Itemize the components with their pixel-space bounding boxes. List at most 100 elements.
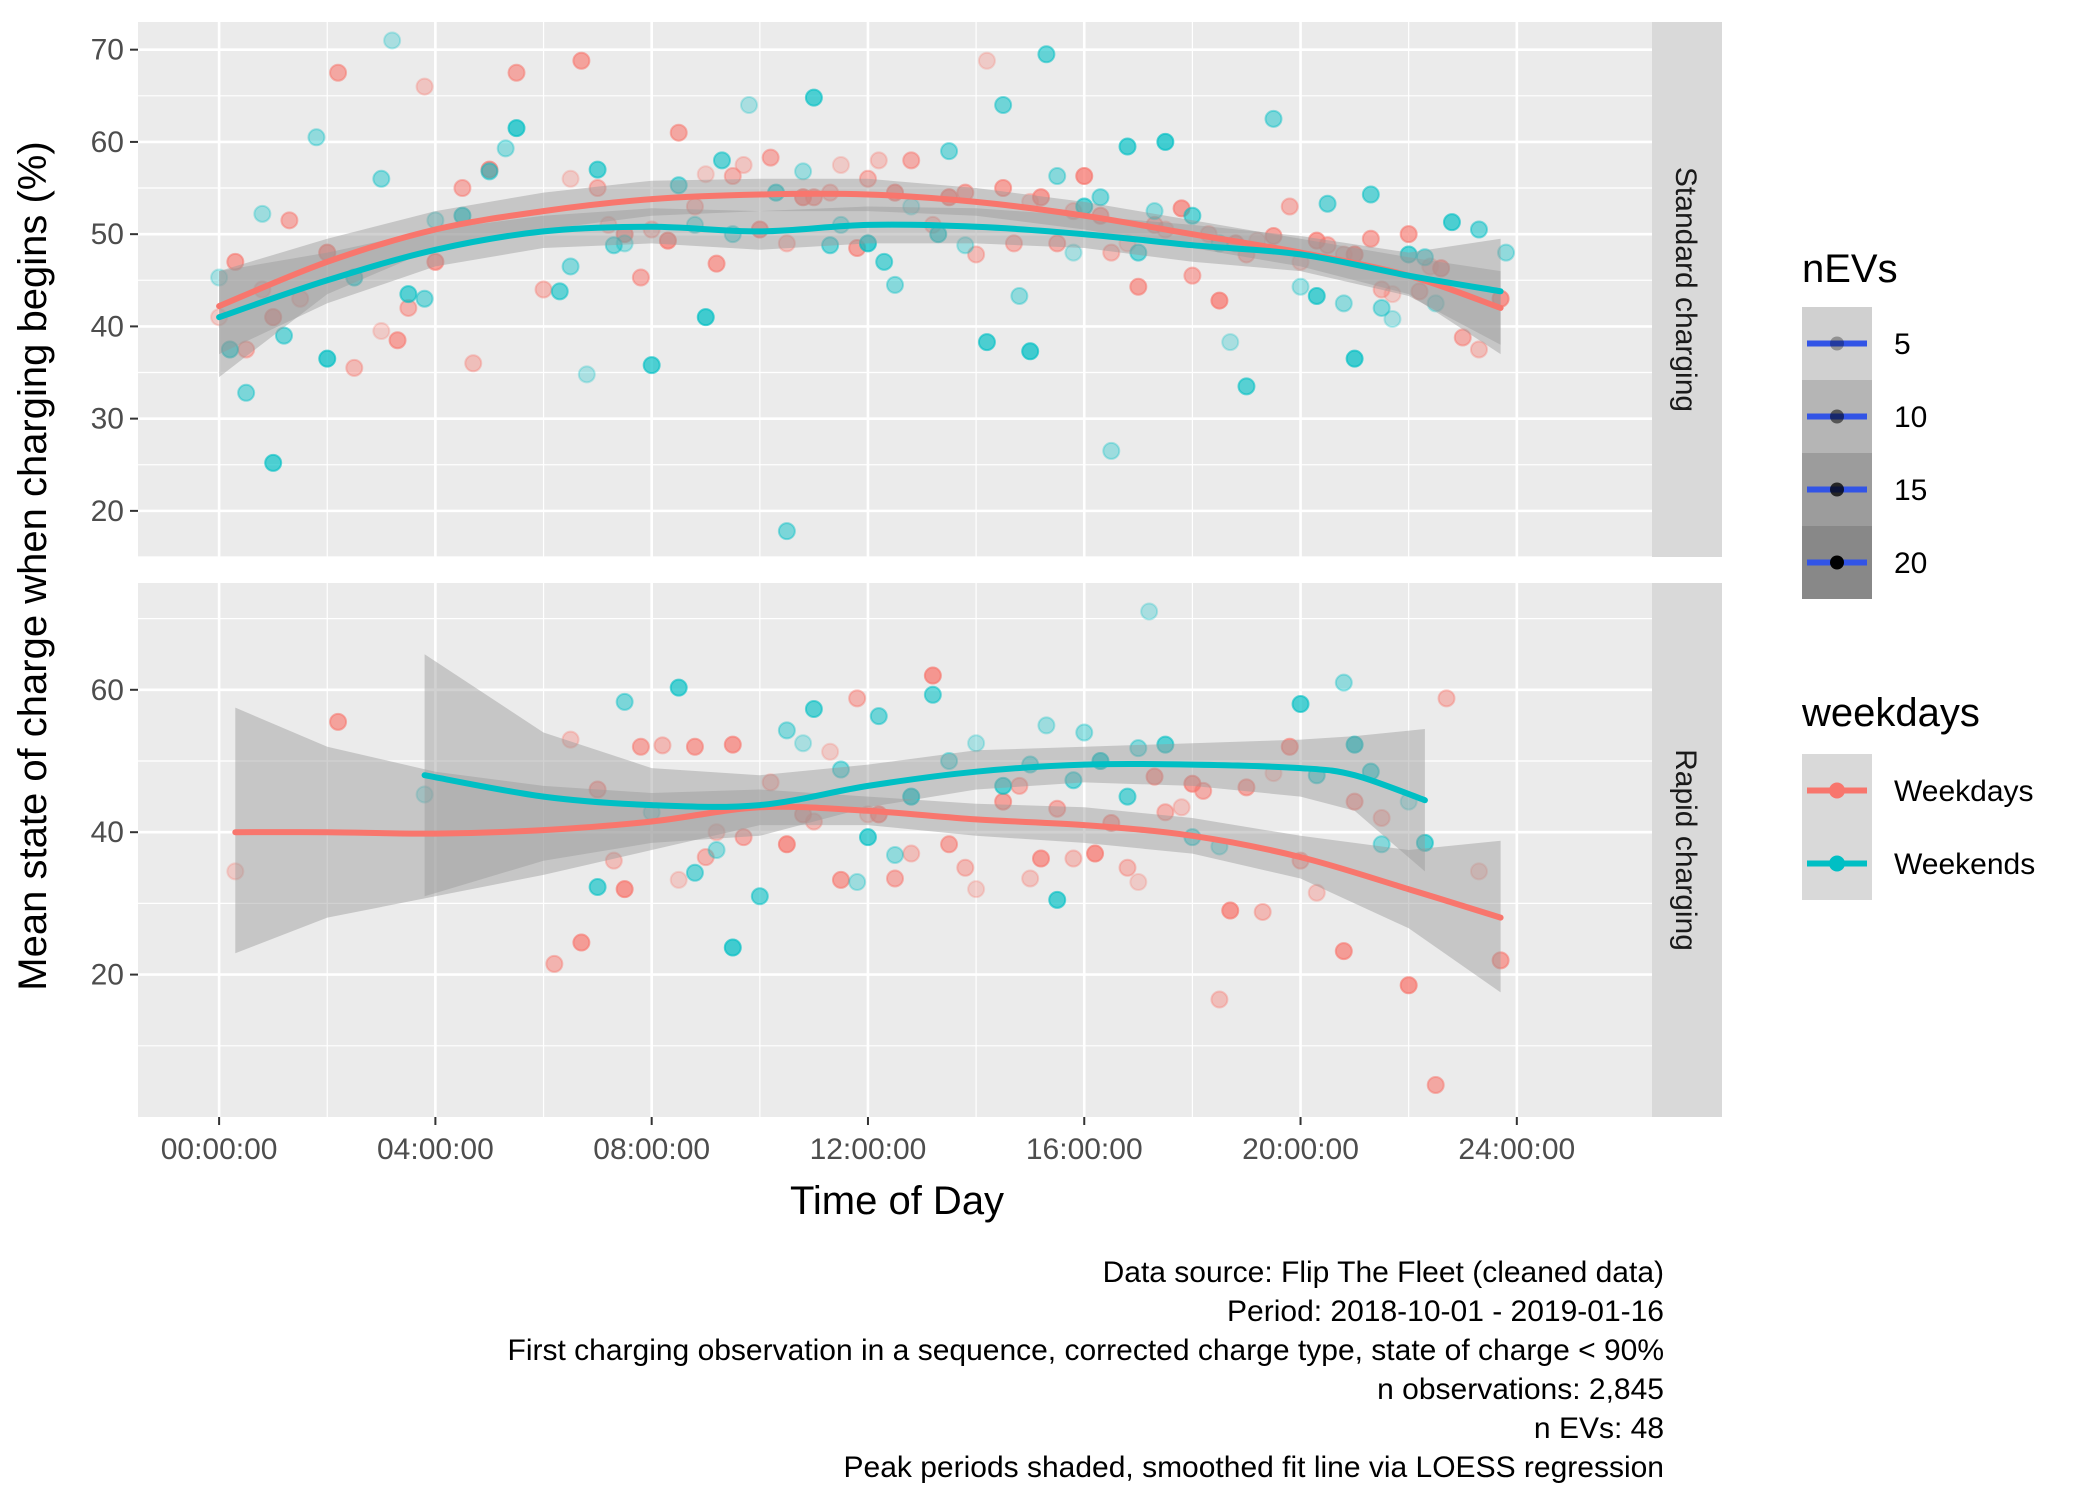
point-weekends	[1048, 890, 1067, 909]
point-weekdays	[1372, 280, 1391, 299]
caption-line: Peak periods shaded, smoothed fit line v…	[844, 1451, 1664, 1484]
point-weekends	[383, 31, 402, 50]
point-weekdays	[1437, 689, 1456, 708]
point-weekdays	[1118, 858, 1137, 877]
x-tick-label: 04:00:00	[377, 1133, 494, 1166]
y-tick-label: 20	[91, 495, 124, 528]
point-weekdays	[1318, 236, 1337, 255]
point-weekends	[669, 678, 688, 697]
point-weekdays	[1307, 883, 1326, 902]
point-weekdays	[821, 742, 840, 761]
point-weekdays	[1210, 291, 1229, 310]
point-weekends	[1291, 695, 1310, 714]
point-weekends	[1064, 771, 1083, 790]
y-tick-label: 40	[91, 310, 124, 343]
point-weekends	[977, 333, 996, 352]
point-weekends	[1183, 206, 1202, 225]
point-weekends	[777, 721, 796, 740]
point-weekdays	[1048, 799, 1067, 818]
point-weekends	[561, 257, 580, 276]
caption: Data source: Flip The Fleet (cleaned dat…	[508, 1256, 1665, 1484]
point-weekends	[1442, 213, 1461, 232]
point-weekdays	[1469, 340, 1488, 359]
point-weekends	[415, 785, 434, 804]
point-weekdays	[685, 737, 704, 756]
point-weekdays	[631, 268, 650, 287]
point-weekdays	[734, 828, 753, 847]
point-weekdays	[831, 870, 850, 889]
point-weekdays	[761, 148, 780, 167]
point-weekdays	[280, 211, 299, 230]
point-weekends	[940, 752, 959, 770]
point-weekdays	[561, 730, 580, 749]
point-weekdays	[696, 848, 715, 867]
point-weekdays	[329, 63, 348, 82]
point-weekdays	[1183, 266, 1202, 285]
point-weekdays	[464, 354, 483, 373]
point-weekdays	[426, 252, 445, 271]
point-weekends	[1021, 342, 1040, 361]
point-weekends	[858, 828, 877, 847]
point-weekdays	[1004, 234, 1023, 253]
point-weekends	[723, 938, 742, 957]
point-weekdays	[1156, 803, 1175, 822]
point-weekends	[1426, 294, 1445, 313]
point-weekdays	[967, 880, 986, 899]
point-weekends	[496, 139, 515, 158]
facet-strip	[1652, 22, 1722, 557]
panel-background	[138, 583, 1652, 1117]
legend-label-weekdays: Weekends	[1894, 848, 2035, 881]
point-weekdays	[723, 735, 742, 754]
point-weekends	[777, 522, 796, 541]
caption-line: Period: 2018-10-01 - 2019-01-16	[1227, 1295, 1664, 1328]
point-weekends	[1156, 735, 1175, 754]
caption-line: Data source: Flip The Fleet (cleaned dat…	[1103, 1256, 1664, 1289]
point-weekends	[821, 236, 840, 255]
point-weekends	[804, 700, 823, 719]
y-tick-label: 60	[91, 674, 124, 707]
legend-key-point	[1830, 336, 1844, 351]
point-weekdays	[804, 812, 823, 831]
point-weekdays	[1280, 197, 1299, 216]
point-weekdays	[923, 666, 942, 685]
panels: 20 30 40 50 60 70 Standard charging 20 40 60 Rapid…	[91, 22, 1722, 1117]
point-weekdays	[1491, 951, 1510, 970]
point-weekdays	[534, 280, 553, 299]
point-weekends	[274, 326, 293, 345]
point-weekends	[940, 142, 959, 161]
point-weekends	[577, 365, 596, 384]
confidence-band-weekdays	[235, 707, 1501, 993]
point-weekdays	[1280, 737, 1299, 756]
point-weekdays	[831, 155, 850, 174]
point-weekdays	[723, 167, 742, 186]
point-weekends	[1372, 835, 1391, 854]
point-weekends	[923, 685, 942, 704]
point-weekdays	[1031, 849, 1050, 868]
point-weekdays	[588, 780, 607, 799]
point-weekdays	[653, 736, 672, 755]
point-weekdays	[886, 869, 904, 888]
point-weekends	[642, 356, 661, 375]
smooth-line-weekends	[421, 760, 1428, 810]
y-tick-label: 30	[91, 403, 124, 436]
point-weekdays	[1372, 808, 1391, 827]
point-weekends	[712, 151, 731, 170]
x-tick-label: 08:00:00	[593, 1133, 710, 1166]
caption-line: First charging observation in a sequence…	[508, 1334, 1665, 1367]
point-weekends	[1415, 248, 1434, 267]
point-weekends	[1361, 185, 1380, 204]
point-weekends	[669, 176, 688, 195]
point-weekdays	[777, 234, 796, 253]
point-weekends	[696, 308, 715, 327]
point-weekdays	[734, 155, 753, 174]
point-weekends	[1048, 167, 1067, 186]
point-weekdays	[1194, 781, 1213, 800]
point-weekdays	[1237, 778, 1256, 797]
point-weekdays	[226, 252, 245, 271]
x-tick-label: 24:00:00	[1458, 1133, 1575, 1166]
point-weekdays	[1031, 188, 1050, 207]
point-weekdays	[994, 179, 1013, 198]
point-weekdays	[226, 862, 245, 881]
point-weekends	[480, 162, 499, 181]
